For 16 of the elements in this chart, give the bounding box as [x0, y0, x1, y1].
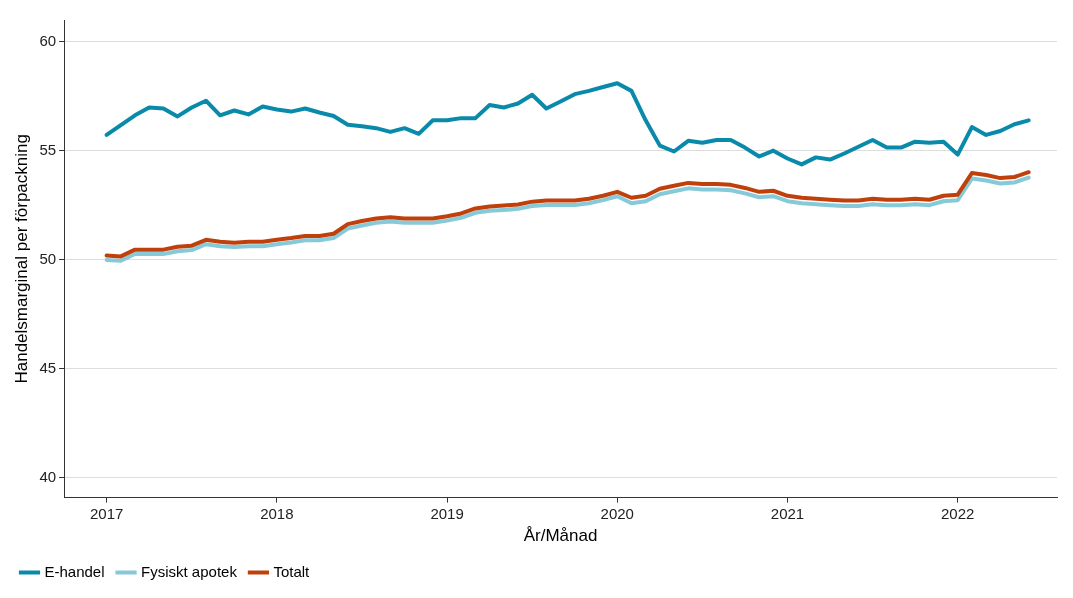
x-axis-title: År/Månad: [523, 526, 598, 546]
y-tick-label: 50: [39, 250, 57, 268]
legend-label: E-handel: [44, 562, 105, 580]
x-tick-label: 2021: [770, 504, 805, 522]
x-tick-label: 2020: [600, 504, 634, 522]
y-tick-label: 60: [39, 31, 57, 49]
legend-label: Totalt: [273, 562, 311, 580]
y-tick-label: 55: [39, 140, 57, 158]
x-tick-label: 2022: [941, 504, 975, 522]
x-tick-label: 2019: [430, 504, 464, 522]
y-axis-title: Handelsmarginal per förpackning: [11, 134, 31, 384]
legend-label: Fysiskt apotek: [141, 562, 238, 580]
y-tick-label: 45: [39, 359, 57, 377]
x-tick-label: 2018: [260, 504, 294, 522]
x-tick-label: 2017: [89, 504, 124, 522]
y-tick-label: 40: [39, 468, 57, 486]
